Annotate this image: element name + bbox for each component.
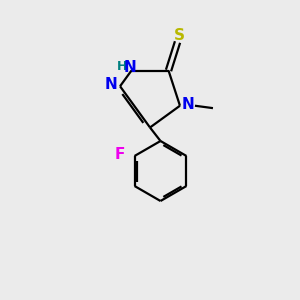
Text: N: N xyxy=(182,97,195,112)
Text: N: N xyxy=(124,60,136,75)
Text: F: F xyxy=(114,147,125,162)
Text: S: S xyxy=(173,28,184,43)
Text: H: H xyxy=(117,60,127,74)
Text: N: N xyxy=(105,77,117,92)
